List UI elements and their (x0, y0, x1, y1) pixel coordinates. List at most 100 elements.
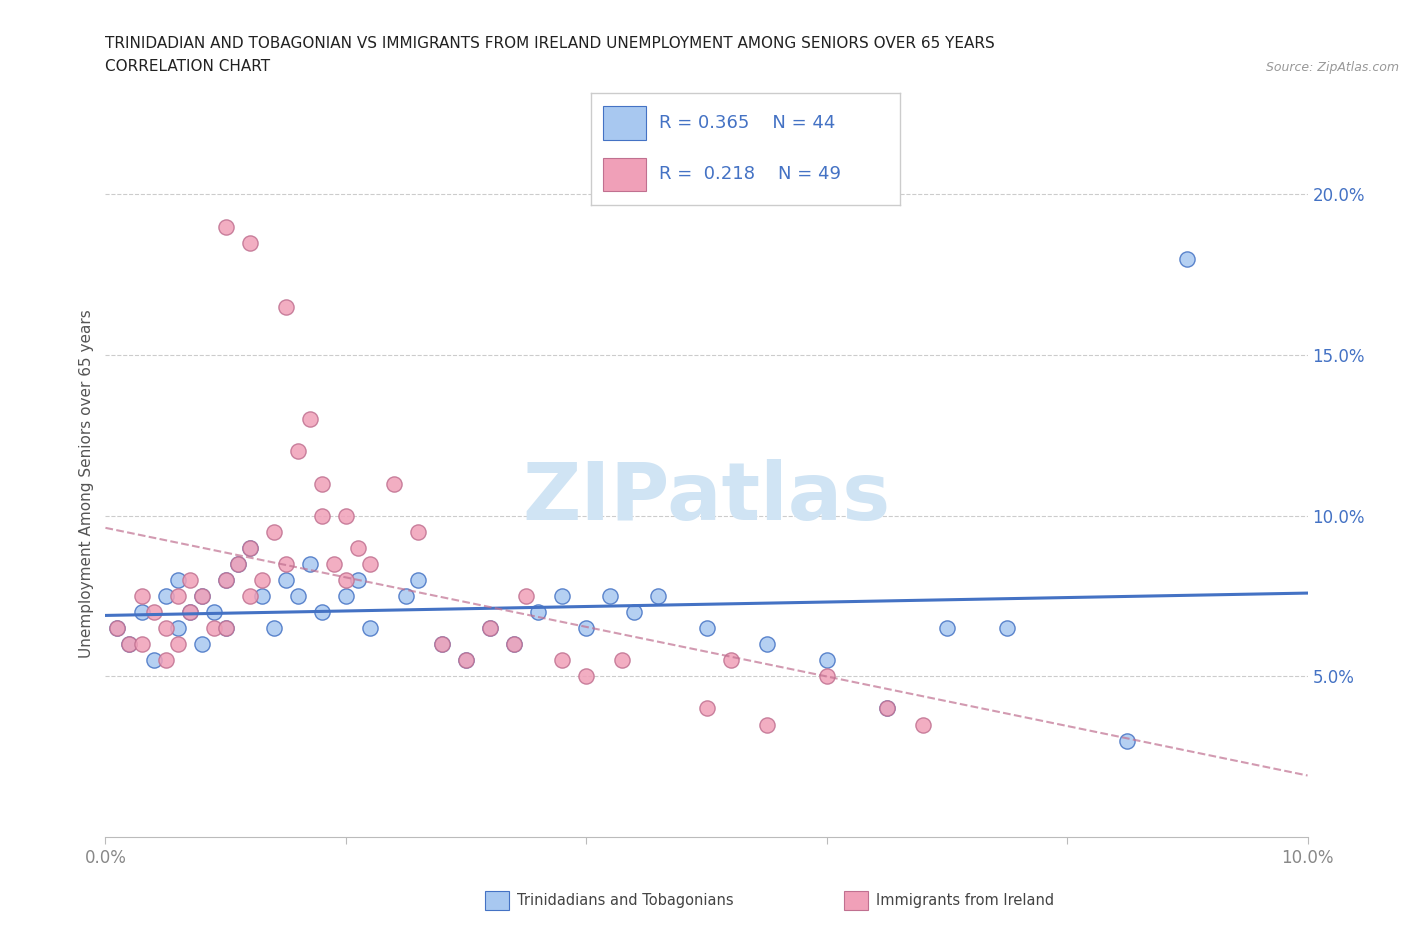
Point (479, 620, 502, 635)
Point (551, 589, 574, 604)
Point (131, 604, 153, 619)
Point (202, 620, 225, 635)
Point (214, 573, 236, 588)
Point (250, 573, 273, 588)
Point (936, 620, 959, 635)
Point (118, 637, 141, 652)
Point (287, 589, 309, 604)
Point (359, 620, 381, 635)
Point (755, 717, 778, 732)
Point (239, 235, 262, 250)
Point (142, 604, 165, 619)
Point (551, 653, 574, 668)
Point (720, 653, 742, 668)
Point (623, 604, 645, 619)
Point (382, 476, 405, 491)
Point (226, 556, 249, 571)
Point (250, 589, 273, 604)
Point (214, 219, 236, 234)
Point (575, 669, 598, 684)
Point (430, 637, 453, 652)
Bar (603, 158, 647, 192)
Point (239, 540, 262, 555)
Point (815, 653, 838, 668)
Point (155, 653, 177, 668)
Point (406, 525, 429, 539)
Point (430, 637, 453, 652)
Point (274, 556, 297, 571)
Point (527, 604, 550, 619)
Point (118, 637, 141, 652)
Point (335, 573, 357, 588)
Point (599, 589, 621, 604)
Point (239, 540, 262, 555)
Point (287, 444, 309, 458)
Point (347, 540, 370, 555)
Point (311, 476, 333, 491)
Point (166, 573, 188, 588)
Text: Immigrants from Ireland: Immigrants from Ireland (876, 893, 1054, 908)
Point (876, 701, 898, 716)
Point (696, 701, 718, 716)
Point (190, 637, 212, 652)
Point (190, 589, 212, 604)
Point (131, 589, 153, 604)
Point (214, 573, 236, 588)
Point (454, 653, 477, 668)
Point (214, 620, 236, 635)
Point (479, 620, 502, 635)
Text: ZIPatlas: ZIPatlas (523, 458, 890, 537)
Point (503, 637, 526, 652)
Point (239, 589, 262, 604)
Y-axis label: Unemployment Among Seniors over 65 years: Unemployment Among Seniors over 65 years (79, 310, 94, 658)
Point (274, 299, 297, 314)
Point (142, 653, 165, 668)
Point (395, 589, 418, 604)
Point (179, 573, 201, 588)
Point (263, 525, 285, 539)
Point (347, 573, 370, 588)
Point (335, 589, 357, 604)
Point (166, 620, 188, 635)
Point (322, 556, 344, 571)
Point (166, 589, 188, 604)
Text: Trinidadians and Tobagonians: Trinidadians and Tobagonians (517, 893, 734, 908)
Point (359, 556, 381, 571)
Point (995, 620, 1018, 635)
Point (454, 653, 477, 668)
Point (131, 637, 153, 652)
Point (202, 604, 225, 619)
Point (1175, 251, 1198, 266)
Point (274, 573, 297, 588)
Point (311, 604, 333, 619)
Point (335, 509, 357, 524)
Point (107, 620, 129, 635)
Point (179, 604, 201, 619)
Point (612, 653, 634, 668)
Point (696, 620, 718, 635)
Text: R =  0.218    N = 49: R = 0.218 N = 49 (658, 166, 841, 183)
Point (226, 556, 249, 571)
Text: TRINIDADIAN AND TOBAGONIAN VS IMMIGRANTS FROM IRELAND UNEMPLOYMENT AMONG SENIORS: TRINIDADIAN AND TOBAGONIAN VS IMMIGRANTS… (105, 36, 995, 51)
Point (107, 620, 129, 635)
Bar (603, 106, 647, 140)
Point (503, 637, 526, 652)
Point (298, 556, 321, 571)
Point (515, 589, 537, 604)
Point (179, 604, 201, 619)
Point (755, 637, 778, 652)
Point (1116, 733, 1139, 748)
Point (214, 620, 236, 635)
Text: Source: ZipAtlas.com: Source: ZipAtlas.com (1265, 61, 1399, 74)
Point (647, 589, 669, 604)
Point (155, 589, 177, 604)
Point (155, 620, 177, 635)
Point (298, 412, 321, 427)
Point (876, 701, 898, 716)
Text: CORRELATION CHART: CORRELATION CHART (105, 60, 270, 74)
Point (263, 620, 285, 635)
Point (911, 717, 934, 732)
Point (815, 669, 838, 684)
Point (311, 509, 333, 524)
Point (166, 637, 188, 652)
